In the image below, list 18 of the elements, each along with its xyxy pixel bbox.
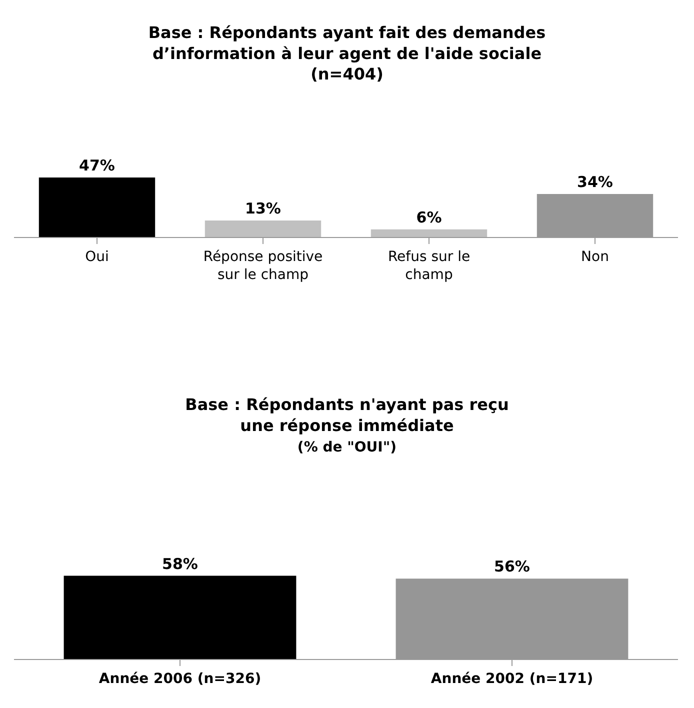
data-label: 58% (162, 554, 198, 573)
chart-title: Base : Répondants ayant fait des demandes d’information à leur agent de l'aide sociale (n=404) (148, 23, 546, 84)
x-tick-label: Année 2002 (n=171) (430, 670, 594, 687)
chart-title: Base : Répondants n'ayant pas reçu une réponse immédiate (185, 395, 509, 435)
x-tick-label: Non (581, 248, 609, 265)
bar (370, 229, 488, 237)
bar (204, 220, 322, 237)
data-label: 47% (79, 156, 115, 175)
x-tick-label: Oui (85, 248, 109, 265)
data-label: 56% (494, 558, 530, 576)
data-label: 34% (577, 173, 613, 191)
x-tick-label: Réponse positive sur le champ (203, 248, 323, 283)
x-tick-label: Refus sur le champ (388, 248, 470, 283)
data-label: 6% (416, 208, 442, 226)
bar (38, 178, 156, 237)
x-tick-label: Année 2006 (n=326) (98, 670, 262, 687)
data-label: 13% (245, 200, 281, 218)
chart-subtitle: (% de "OUI") (297, 440, 397, 456)
